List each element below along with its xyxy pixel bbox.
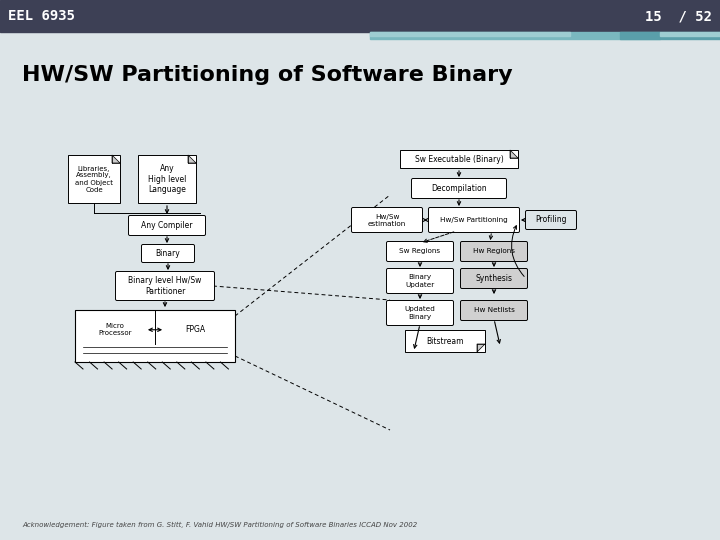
- Text: Binary
Updater: Binary Updater: [405, 274, 435, 287]
- FancyBboxPatch shape: [428, 207, 520, 233]
- FancyBboxPatch shape: [461, 300, 528, 321]
- Bar: [405, 330, 485, 352]
- Text: Sw Executable (Binary): Sw Executable (Binary): [415, 154, 503, 164]
- FancyBboxPatch shape: [461, 241, 528, 261]
- FancyBboxPatch shape: [142, 245, 194, 262]
- FancyBboxPatch shape: [387, 300, 454, 326]
- FancyBboxPatch shape: [387, 241, 454, 261]
- Bar: [0, 0, 720, 32]
- Text: Hw/Sw
estimation: Hw/Sw estimation: [368, 213, 406, 226]
- Text: FPGA: FPGA: [185, 325, 205, 334]
- Polygon shape: [112, 155, 120, 163]
- Text: Acknowledgement: Figure taken from G. Stitt, F. Vahid HW/SW Partitioning of Soft: Acknowledgement: Figure taken from G. St…: [22, 522, 418, 528]
- Text: Decompilation: Decompilation: [431, 184, 487, 193]
- Bar: [370, 32, 570, 36]
- Text: Bitstream: Bitstream: [426, 336, 464, 346]
- Bar: [68, 155, 120, 203]
- Text: Any
High level
Language: Any High level Language: [148, 164, 186, 194]
- Text: Any Compiler: Any Compiler: [141, 221, 193, 230]
- FancyBboxPatch shape: [115, 272, 215, 300]
- Text: EEL 6935: EEL 6935: [8, 9, 75, 23]
- FancyBboxPatch shape: [351, 207, 423, 233]
- Text: Synthesis: Synthesis: [475, 274, 513, 283]
- Bar: [660, 32, 720, 36]
- Text: Hw/Sw Partitioning: Hw/Sw Partitioning: [440, 217, 508, 223]
- Text: Sw Regions: Sw Regions: [400, 248, 441, 254]
- Text: Profiling: Profiling: [535, 215, 567, 225]
- Text: HW/SW Partitioning of Software Binary: HW/SW Partitioning of Software Binary: [22, 65, 513, 85]
- Polygon shape: [510, 150, 518, 158]
- Bar: [620, 32, 720, 39]
- FancyBboxPatch shape: [128, 215, 205, 235]
- FancyBboxPatch shape: [526, 211, 577, 229]
- FancyBboxPatch shape: [387, 268, 454, 294]
- Bar: [138, 155, 196, 203]
- Text: 15  / 52: 15 / 52: [645, 9, 712, 23]
- Text: Micro
Processor: Micro Processor: [98, 323, 132, 336]
- Text: Binary level Hw/Sw
Partitioner: Binary level Hw/Sw Partitioner: [128, 276, 202, 296]
- Polygon shape: [188, 155, 196, 163]
- FancyBboxPatch shape: [412, 179, 506, 199]
- Text: Hw Netlists: Hw Netlists: [474, 307, 514, 314]
- Bar: [400, 150, 518, 168]
- Text: Binary: Binary: [156, 249, 181, 258]
- Text: Updated
Binary: Updated Binary: [405, 307, 436, 320]
- Bar: [370, 32, 660, 39]
- FancyBboxPatch shape: [461, 268, 528, 288]
- Text: Hw Regions: Hw Regions: [473, 248, 515, 254]
- Polygon shape: [477, 344, 485, 352]
- Text: Libraries,
Assembly,
and Object
Code: Libraries, Assembly, and Object Code: [75, 165, 113, 192]
- Bar: [75, 310, 235, 362]
